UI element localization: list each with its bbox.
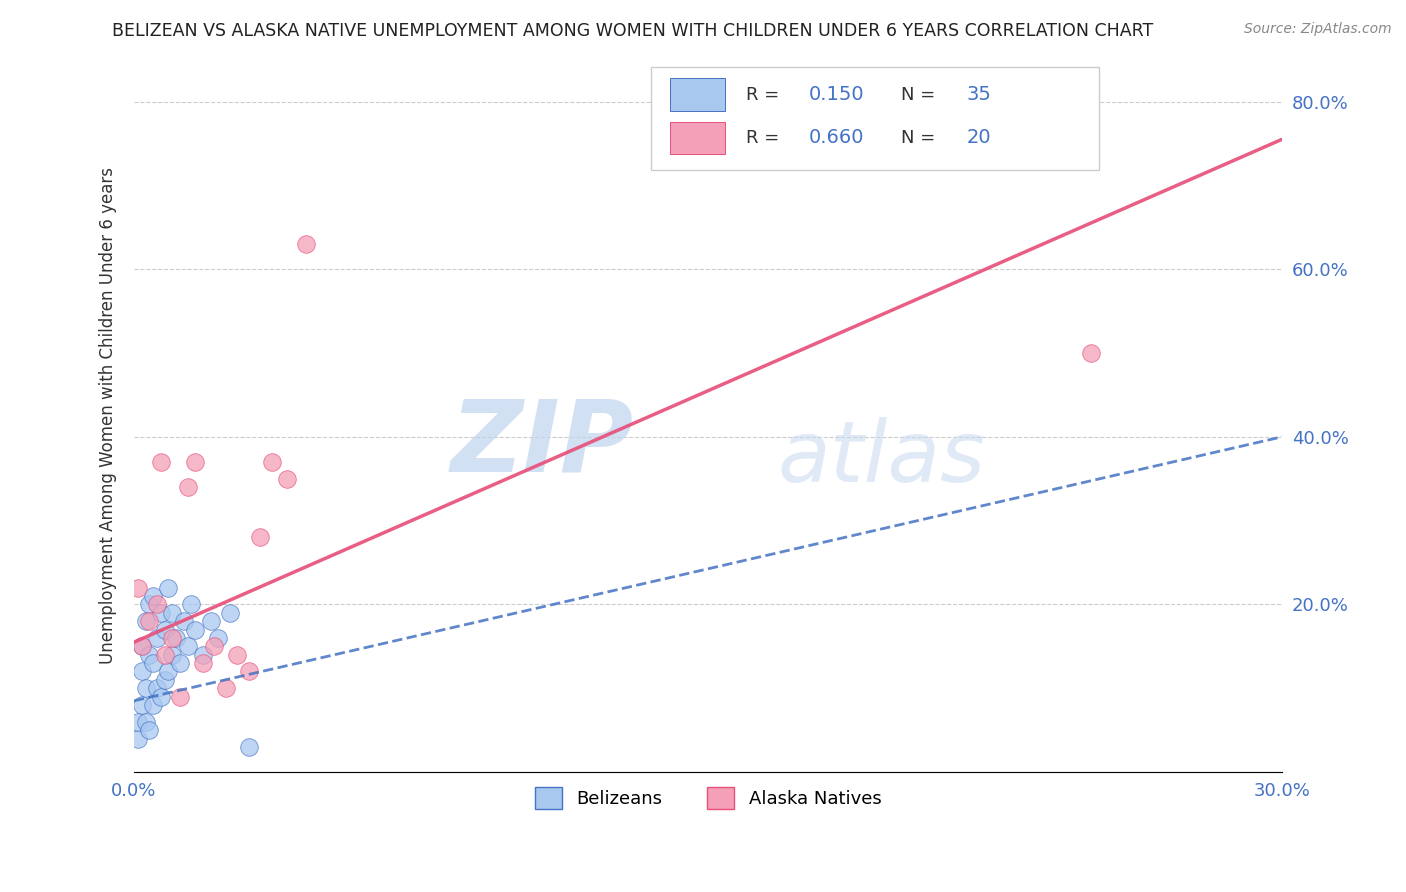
Point xyxy=(127,714,149,729)
Point xyxy=(131,698,153,712)
Point xyxy=(134,614,156,628)
Point xyxy=(131,665,153,679)
Point xyxy=(176,640,198,654)
Point xyxy=(169,656,191,670)
Point xyxy=(142,589,165,603)
Point xyxy=(138,614,160,628)
Point xyxy=(165,631,187,645)
Text: 20: 20 xyxy=(966,128,991,147)
Point xyxy=(146,631,169,645)
Point xyxy=(146,598,169,612)
Point xyxy=(149,455,172,469)
Text: atlas: atlas xyxy=(778,417,986,500)
Point xyxy=(138,723,160,738)
Point xyxy=(149,606,172,620)
Point xyxy=(127,731,149,746)
Point xyxy=(142,656,165,670)
Text: 0.150: 0.150 xyxy=(810,85,865,104)
Text: BELIZEAN VS ALASKA NATIVE UNEMPLOYMENT AMONG WOMEN WITH CHILDREN UNDER 6 YEARS C: BELIZEAN VS ALASKA NATIVE UNEMPLOYMENT A… xyxy=(112,22,1154,40)
Text: N =: N = xyxy=(901,129,941,147)
Point xyxy=(207,631,229,645)
Point xyxy=(153,623,176,637)
Point xyxy=(134,714,156,729)
Point xyxy=(215,681,238,696)
Point xyxy=(176,480,198,494)
Text: N =: N = xyxy=(901,86,941,103)
Point xyxy=(218,606,240,620)
Point xyxy=(295,237,318,252)
Point xyxy=(173,614,195,628)
Text: ZIP: ZIP xyxy=(450,396,634,493)
Legend: Belizeans, Alaska Natives: Belizeans, Alaska Natives xyxy=(527,780,889,816)
Point xyxy=(157,665,180,679)
Point xyxy=(191,656,214,670)
Point xyxy=(238,665,260,679)
Point xyxy=(134,681,156,696)
Y-axis label: Unemployment Among Women with Children Under 6 years: Unemployment Among Women with Children U… xyxy=(100,168,117,665)
Point xyxy=(1080,346,1102,360)
Point xyxy=(146,681,169,696)
FancyBboxPatch shape xyxy=(651,67,1098,170)
Point xyxy=(226,648,249,662)
Text: R =: R = xyxy=(747,129,785,147)
Point xyxy=(153,673,176,687)
Point xyxy=(260,455,283,469)
Point xyxy=(200,614,222,628)
Point xyxy=(202,640,225,654)
Point xyxy=(276,472,298,486)
Point xyxy=(169,690,191,704)
Point xyxy=(131,640,153,654)
Point xyxy=(127,581,149,595)
Point xyxy=(249,530,271,544)
Point xyxy=(162,648,184,662)
Point xyxy=(184,455,207,469)
Point xyxy=(149,690,172,704)
Point xyxy=(153,648,176,662)
FancyBboxPatch shape xyxy=(671,122,725,154)
Text: 0.660: 0.660 xyxy=(810,128,865,147)
Point xyxy=(162,631,184,645)
FancyBboxPatch shape xyxy=(671,78,725,111)
Point xyxy=(138,598,160,612)
Point xyxy=(238,739,260,754)
Point xyxy=(142,698,165,712)
Point xyxy=(138,648,160,662)
Point xyxy=(157,581,180,595)
Text: 35: 35 xyxy=(966,85,991,104)
Point xyxy=(162,606,184,620)
Point xyxy=(184,623,207,637)
Point xyxy=(191,648,214,662)
Point xyxy=(131,640,153,654)
Point xyxy=(180,598,202,612)
Text: Source: ZipAtlas.com: Source: ZipAtlas.com xyxy=(1244,22,1392,37)
Text: R =: R = xyxy=(747,86,785,103)
